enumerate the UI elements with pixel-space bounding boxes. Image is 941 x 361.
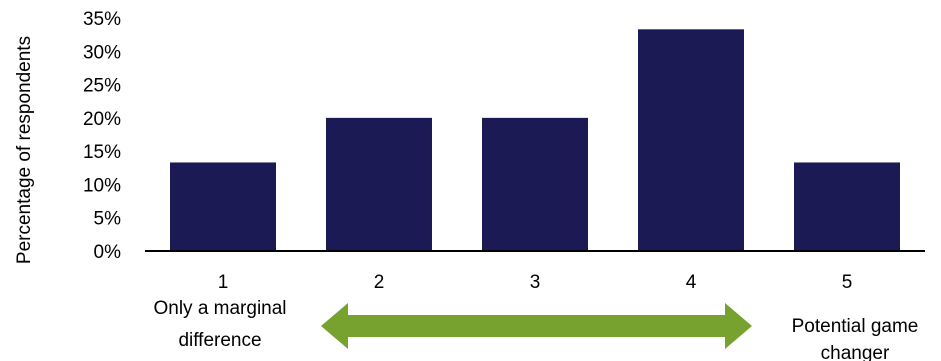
- x-axis-ticks: 1 2 3 4 5: [218, 272, 853, 293]
- bars: [170, 29, 900, 252]
- y-tick-label: 20%: [83, 109, 121, 130]
- left-annotation-line-1: Only a marginal: [153, 298, 286, 319]
- bar-1: [170, 162, 276, 251]
- x-tick-label: 5: [842, 272, 853, 293]
- y-tick-label: 0%: [94, 242, 122, 263]
- right-annotation-line-1: Potential game: [792, 316, 919, 337]
- y-axis-title: Percentage of respondents: [14, 36, 35, 264]
- x-tick-label: 3: [530, 272, 541, 293]
- y-tick-label: 25%: [83, 76, 121, 97]
- y-tick-label: 10%: [83, 175, 121, 196]
- y-tick-label: 5%: [94, 209, 122, 230]
- double-arrow-icon: [321, 303, 752, 349]
- x-tick-label: 1: [218, 272, 229, 293]
- bar-2: [326, 117, 432, 251]
- x-tick-label: 4: [686, 272, 697, 293]
- bar-4: [638, 29, 744, 252]
- scale-annotations: Only a marginal difference Potential gam…: [153, 298, 918, 361]
- y-axis-ticks: 0% 5% 10% 15% 20% 25% 30% 35%: [83, 9, 121, 263]
- y-tick-label: 30%: [83, 42, 121, 63]
- bar-3: [482, 117, 588, 251]
- x-tick-label: 2: [374, 272, 385, 293]
- bar-5: [794, 162, 900, 251]
- left-annotation-line-2: difference: [178, 330, 261, 351]
- y-tick-label: 15%: [83, 142, 121, 163]
- y-tick-label: 35%: [83, 9, 121, 30]
- right-annotation-line-2: changer: [821, 343, 890, 361]
